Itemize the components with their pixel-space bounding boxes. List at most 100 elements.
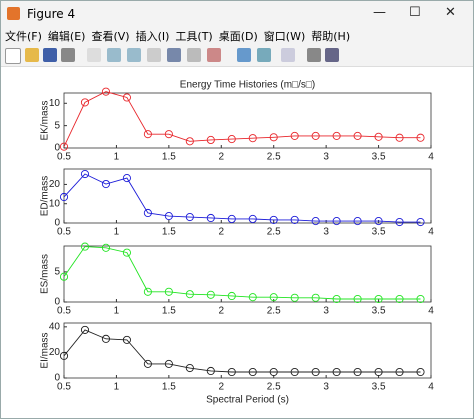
menu-item[interactable]: 帮助(H)	[311, 29, 351, 43]
data-point	[143, 359, 152, 368]
data-point	[374, 367, 383, 377]
data-point	[101, 334, 110, 343]
menu-item[interactable]: 窗口(W)	[263, 29, 306, 43]
data-point	[143, 130, 152, 139]
data-point	[395, 294, 404, 304]
data-point	[290, 293, 299, 302]
data-point	[332, 131, 341, 140]
data-point	[416, 367, 425, 377]
menu-item[interactable]: 文件(F)	[5, 29, 42, 43]
data-point	[59, 192, 69, 202]
data-point	[59, 351, 69, 360]
open-button[interactable]	[25, 48, 39, 62]
axes-box	[63, 322, 432, 379]
data-point	[395, 133, 404, 142]
data-point	[269, 293, 278, 302]
x-tick-label: 0.5	[57, 306, 71, 317]
y-tick-label: 10	[49, 198, 61, 209]
data-point	[311, 131, 320, 140]
y-axis-label: ES/mass	[40, 254, 51, 294]
x-tick-label: 3	[323, 306, 329, 317]
data-point	[248, 367, 257, 377]
print-button[interactable]	[61, 48, 75, 62]
x-tick-label: 2	[219, 306, 225, 317]
show-tools-button[interactable]	[325, 48, 339, 62]
x-tick-label: 1	[114, 382, 120, 393]
x-tick-label: 3	[323, 227, 329, 238]
data-point	[164, 287, 173, 296]
close[interactable]: ✕	[445, 5, 456, 20]
y-tick-label: 40	[49, 321, 61, 332]
menu-item[interactable]: 工具(T)	[175, 29, 213, 43]
data-point	[332, 217, 341, 226]
data-point	[269, 133, 278, 142]
x-tick-label: 1	[114, 227, 120, 238]
x-tick-label: 4	[428, 152, 434, 163]
x-tick-label: 4	[428, 227, 434, 238]
x-tick-label: 3	[323, 382, 329, 393]
data-point	[353, 217, 362, 226]
toolbar	[1, 44, 473, 67]
new-button[interactable]	[5, 48, 21, 64]
menu-item[interactable]: 编辑(E)	[47, 29, 86, 43]
data-point	[206, 135, 215, 145]
legend-button[interactable]	[281, 48, 295, 62]
menu-bar: 文件(F) 编辑(E) 查看(V) 插入(I) 工具(T) 桌面(D) 窗口(W) 帮助(H)	[1, 27, 473, 44]
pointer-button[interactable]	[87, 48, 101, 62]
hide-tools-button[interactable]	[307, 48, 321, 62]
data-point	[395, 367, 404, 377]
menu-item[interactable]: 桌面(D)	[218, 29, 258, 43]
y-tick-label: 20	[49, 179, 61, 190]
data-point	[332, 294, 341, 304]
datatip-button[interactable]	[187, 48, 201, 62]
data-point	[206, 290, 215, 299]
data-point	[248, 134, 257, 143]
title-bar: Figure 4 — ☐ ✕	[1, 1, 473, 27]
x-tick-label: 0.5	[57, 227, 71, 238]
data-point	[122, 93, 131, 102]
rotate-button[interactable]	[167, 48, 181, 62]
x-tick-label: 1.5	[162, 152, 176, 163]
save-button[interactable]	[43, 48, 57, 62]
x-tick-label: 2	[219, 227, 225, 238]
data-point	[374, 217, 383, 226]
axes-box	[63, 168, 432, 224]
axes-box	[63, 245, 432, 303]
x-tick-label: 1.5	[162, 227, 176, 238]
data-point	[269, 367, 278, 377]
app-icon	[7, 7, 20, 20]
y-axis-label: EI/mass	[40, 332, 51, 368]
zoom-in-button[interactable]	[107, 48, 121, 62]
data-point	[332, 367, 341, 377]
x-tick-label: 1.5	[162, 382, 176, 393]
data-point	[227, 135, 236, 144]
y-axis-label: EK/mass	[40, 100, 51, 140]
pan-button[interactable]	[147, 48, 161, 62]
colorbar-button[interactable]	[257, 48, 271, 62]
data-point	[206, 366, 215, 376]
data-point	[374, 132, 383, 141]
data-point	[353, 131, 362, 140]
x-tick-label: 1	[114, 306, 120, 317]
link-button[interactable]	[237, 48, 251, 62]
menu-item[interactable]: 插入(I)	[135, 29, 170, 43]
x-tick-label: 2	[219, 152, 225, 163]
data-point	[185, 290, 194, 299]
menu-item[interactable]: 查看(V)	[91, 29, 130, 43]
maximize[interactable]: ☐	[409, 5, 421, 20]
data-point	[311, 217, 320, 226]
data-point	[80, 169, 90, 179]
data-point	[311, 293, 320, 302]
data-point	[185, 363, 194, 373]
data-point	[143, 287, 152, 296]
brush-button[interactable]	[207, 48, 221, 62]
x-tick-label: 4	[428, 306, 434, 317]
data-point	[59, 142, 69, 151]
data-point	[143, 208, 152, 218]
data-point	[416, 294, 425, 304]
data-point	[206, 213, 215, 223]
zoom-out-button[interactable]	[127, 48, 141, 62]
minimize[interactable]: —	[373, 5, 386, 20]
